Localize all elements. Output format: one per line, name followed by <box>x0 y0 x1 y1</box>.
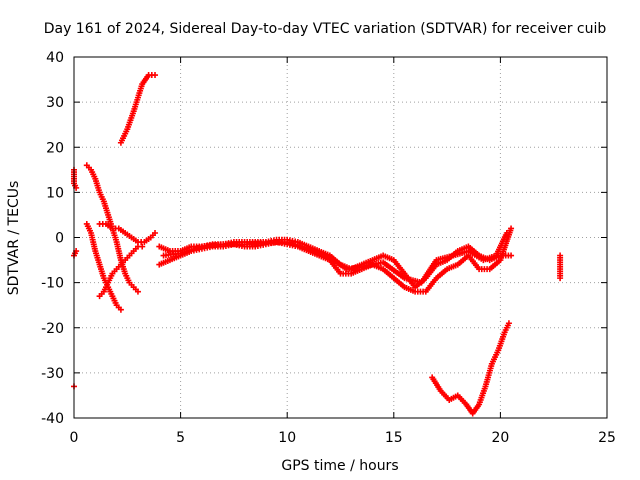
plot-frame <box>73 56 608 419</box>
chart-title: Day 161 of 2024, Sidereal Day-to-day VTE… <box>44 21 607 37</box>
y-tick-label: 30 <box>46 95 64 111</box>
data-point-marker <box>134 288 141 295</box>
data-series <box>160 229 510 286</box>
y-tick-label: 10 <box>46 185 64 201</box>
data-point-marker <box>508 252 515 259</box>
data-point-marker <box>508 225 515 232</box>
data-points <box>71 72 564 417</box>
x-tick-label: 15 <box>385 430 403 446</box>
x-tick-label: 0 <box>70 430 79 446</box>
data-series <box>71 166 146 390</box>
data-series <box>557 252 564 282</box>
x-axis-label: GPS time / hours <box>281 458 398 474</box>
data-series <box>83 162 141 295</box>
y-tick-label: 20 <box>46 140 64 156</box>
data-point-marker <box>117 306 124 313</box>
x-tick-label: 5 <box>176 430 185 446</box>
data-point-marker <box>505 320 512 327</box>
y-tick-label: 0 <box>55 231 64 247</box>
x-tick-label: 25 <box>598 430 616 446</box>
data-point-marker <box>139 243 146 250</box>
grid <box>74 57 607 418</box>
data-series <box>117 72 159 146</box>
y-tick-label: 40 <box>46 50 64 66</box>
data-point-marker <box>557 275 564 282</box>
y-axis-label: SDTVAR / TECUs <box>6 181 22 296</box>
data-series <box>96 220 159 246</box>
axis-ticks: 0 5 10 15 20 25 -40 -30 -20 -10 0 10 20 30 40 <box>41 50 616 446</box>
y-tick-label: -10 <box>41 276 64 292</box>
x-tick-label: 20 <box>491 430 509 446</box>
x-tick-label: 10 <box>278 430 296 446</box>
y-tick-label: -20 <box>41 321 64 337</box>
data-point-marker <box>503 229 510 236</box>
y-tick-label: -40 <box>41 411 64 427</box>
data-point-marker <box>152 229 159 236</box>
y-tick-label: -30 <box>41 366 64 382</box>
data-point-marker <box>152 72 159 79</box>
data-series <box>429 320 512 417</box>
